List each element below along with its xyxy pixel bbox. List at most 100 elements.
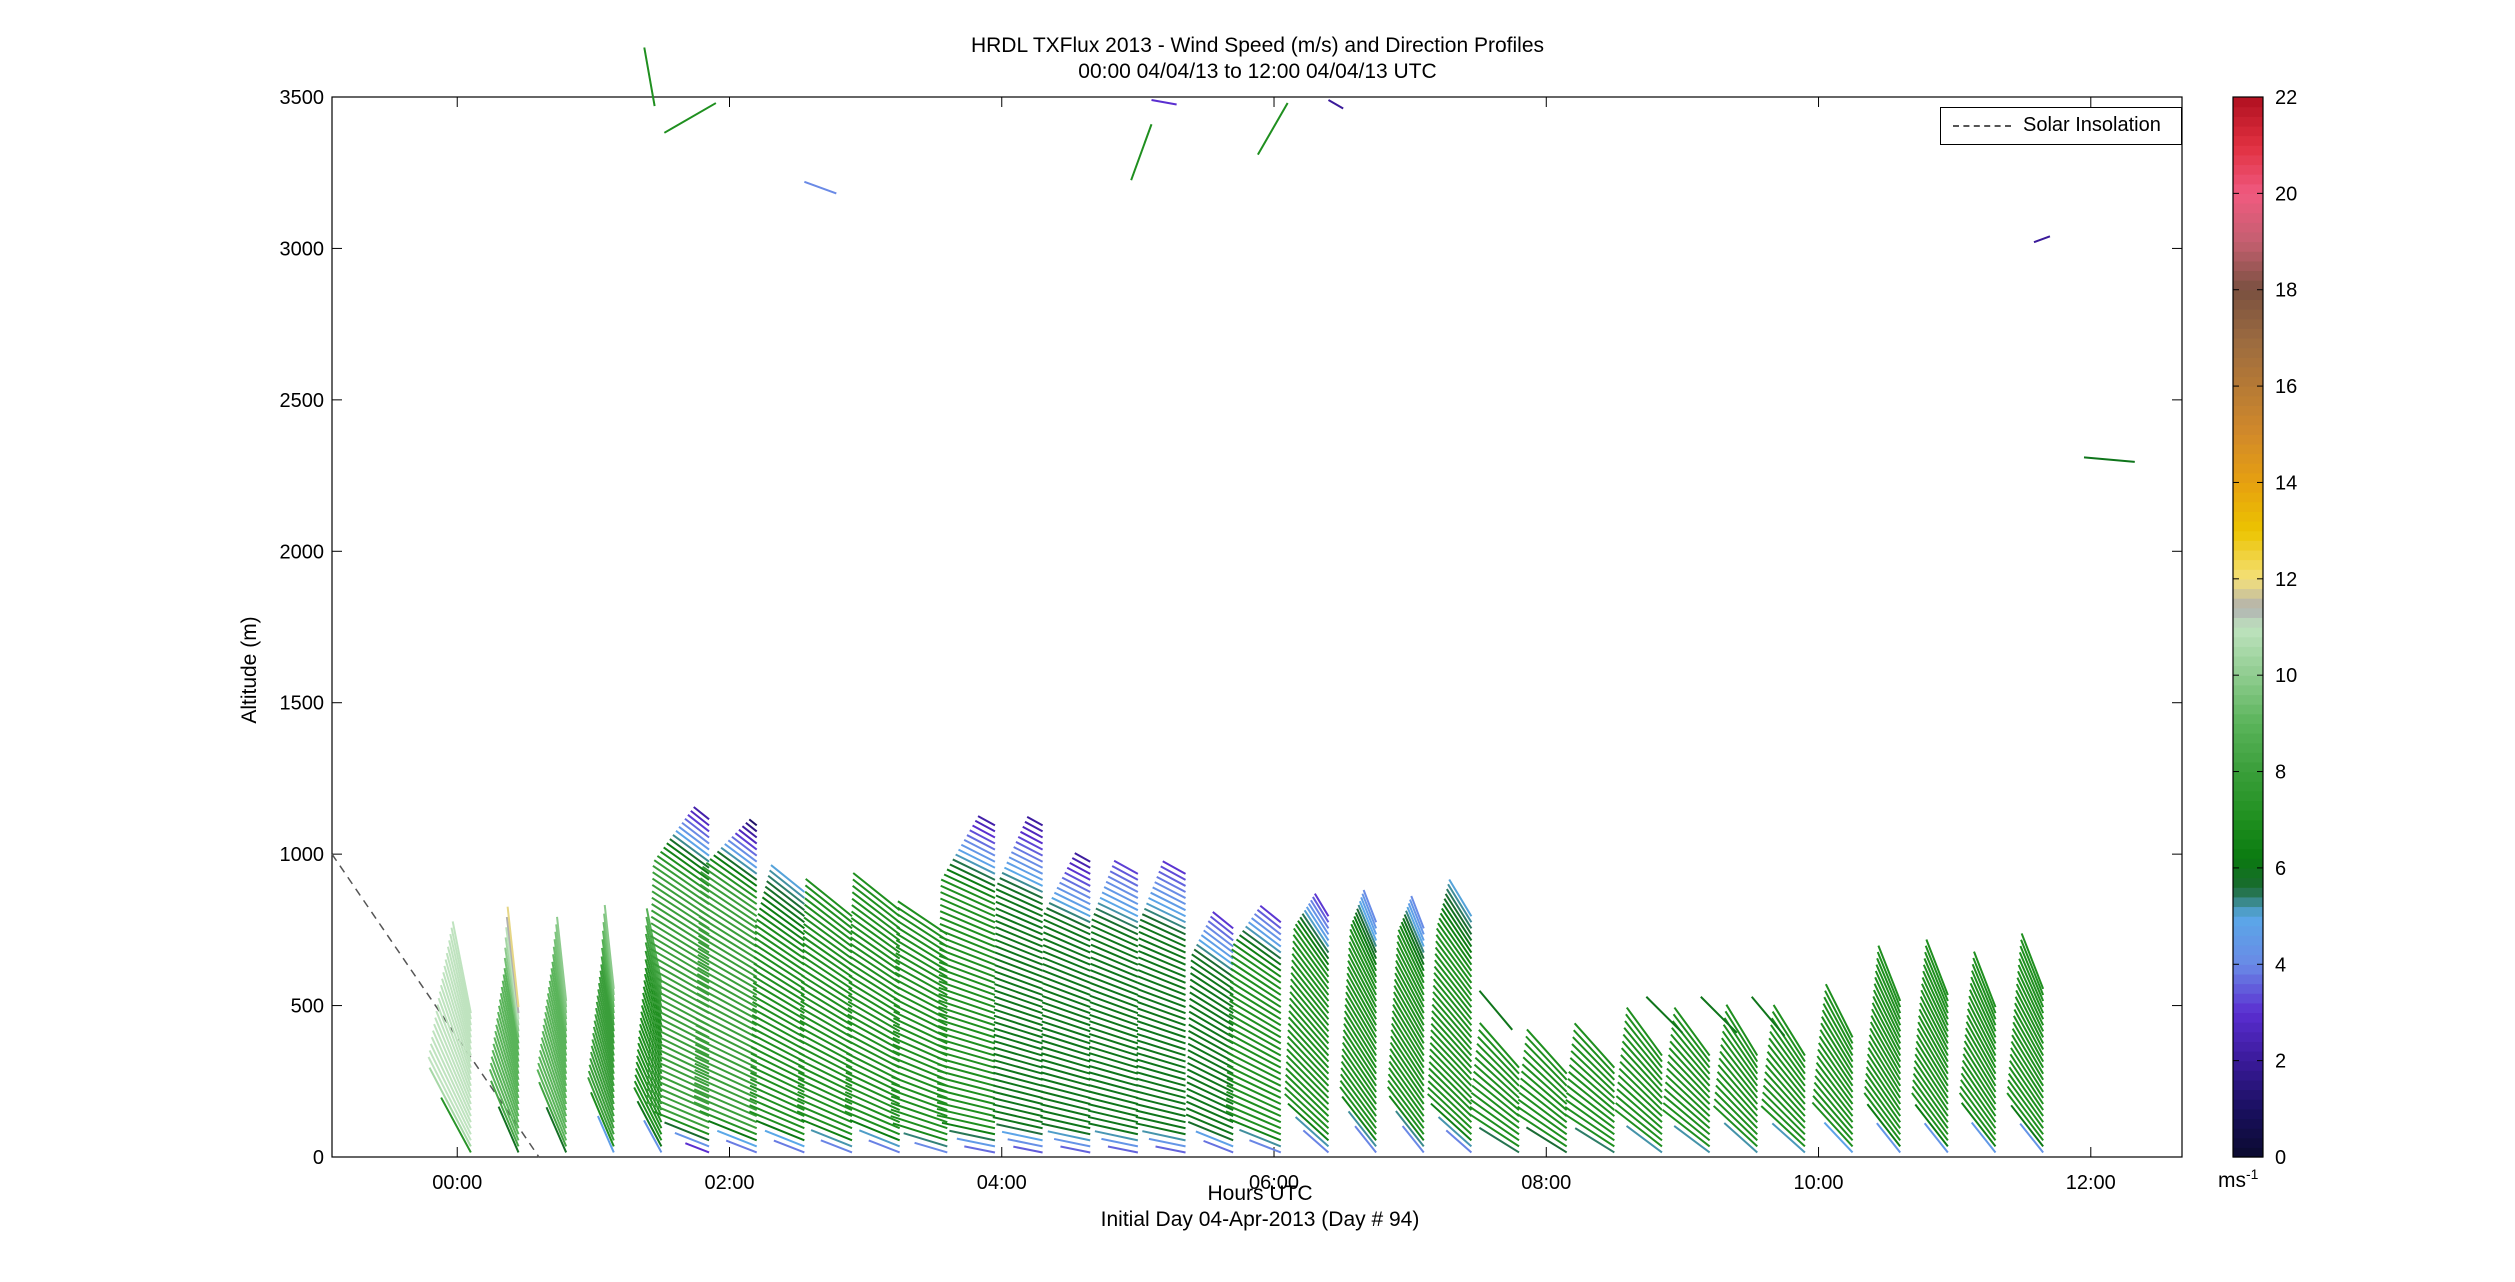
wind-vector xyxy=(993,1027,1043,1045)
wind-vector xyxy=(1763,1078,1806,1123)
wind-vector xyxy=(1141,913,1186,936)
wind-vector xyxy=(1090,943,1139,966)
wind-vector xyxy=(653,1110,710,1136)
colorbar-segment xyxy=(2233,752,2263,763)
wind-vector xyxy=(751,1026,805,1057)
colorbar-segment xyxy=(2233,800,2263,811)
wind-vector xyxy=(696,992,758,1027)
wind-vector xyxy=(1925,939,1949,996)
wind-vector xyxy=(1088,1090,1139,1105)
wind-vector xyxy=(1091,918,1139,942)
wind-vector xyxy=(684,1142,710,1154)
wind-vector xyxy=(705,861,758,899)
colorbar-segment xyxy=(2233,598,2263,609)
wind-vector xyxy=(801,961,853,996)
wind-vector xyxy=(994,945,1043,966)
wind-vector xyxy=(1615,1102,1663,1142)
colorbar-segment xyxy=(2233,733,2263,744)
y-tick-label: 2500 xyxy=(280,390,325,412)
colorbar-segment xyxy=(2233,453,2263,464)
wind-vector xyxy=(849,1119,901,1142)
wind-vector xyxy=(598,976,615,1044)
wind-vector xyxy=(937,1076,996,1093)
wind-vector xyxy=(597,1115,615,1153)
wind-vector xyxy=(1388,1067,1425,1117)
wind-vector xyxy=(647,1030,710,1063)
wind-vector xyxy=(659,850,710,887)
wind-vector xyxy=(1293,927,1330,978)
wind-vector xyxy=(1868,1034,1902,1087)
wind-vector xyxy=(698,922,758,960)
wind-vector xyxy=(1965,1021,1997,1075)
wind-vector xyxy=(1475,1049,1520,1093)
wind-vector xyxy=(1664,1081,1711,1123)
wind-vector xyxy=(937,1063,996,1081)
wind-vector xyxy=(1230,974,1282,1008)
wind-vector xyxy=(1148,1137,1186,1148)
wind-vector xyxy=(748,818,758,827)
wind-vector xyxy=(1040,1084,1091,1099)
wind-vector xyxy=(1026,815,1044,827)
wind-vector xyxy=(2017,964,2045,1020)
wind-vector xyxy=(1089,1033,1139,1051)
wind-vector xyxy=(1620,1047,1663,1093)
wind-vector xyxy=(1291,946,1330,996)
wind-vector xyxy=(1013,1145,1043,1154)
wind-vector xyxy=(428,1067,472,1147)
y-tick-label: 1000 xyxy=(280,844,325,866)
colorbar-segment xyxy=(2233,549,2263,561)
wind-vector xyxy=(761,896,805,930)
wind-vector xyxy=(713,854,758,887)
wind-vector xyxy=(1188,1029,1234,1057)
wind-vector xyxy=(1053,1137,1091,1148)
wind-vector xyxy=(1339,1086,1377,1135)
wind-vector xyxy=(1389,1041,1425,1093)
wind-vector xyxy=(594,1014,615,1081)
wind-vector xyxy=(1041,1122,1091,1136)
wind-vector xyxy=(1392,997,1425,1050)
wind-vector xyxy=(1432,991,1473,1039)
wind-vector xyxy=(803,910,853,948)
wind-vector xyxy=(731,835,758,857)
wind-vector xyxy=(820,1139,853,1154)
wind-vector xyxy=(1971,970,1997,1026)
wind-vector xyxy=(992,1116,1043,1130)
wind-vector xyxy=(591,1039,615,1105)
wind-vector xyxy=(1958,1092,1997,1141)
colorbar-segment xyxy=(2233,723,2263,734)
wind-vector xyxy=(938,999,996,1021)
wind-vector xyxy=(1302,1129,1330,1154)
wind-vector xyxy=(1155,1145,1186,1154)
wind-vector xyxy=(448,940,472,1032)
wind-vector xyxy=(1089,994,1139,1015)
wind-vector xyxy=(1669,1040,1711,1087)
wind-vector xyxy=(766,880,805,911)
wind-vector xyxy=(896,932,948,966)
colorbar-segment xyxy=(2233,106,2263,117)
colorbar-segment xyxy=(2233,116,2263,127)
wind-vector xyxy=(749,1091,805,1118)
wind-vector xyxy=(994,957,1043,978)
colorbar-segment xyxy=(2233,260,2263,272)
wind-vector xyxy=(1041,1045,1091,1063)
wind-vector xyxy=(1876,951,1902,1008)
wind-vector xyxy=(1923,1122,1949,1154)
wind-vector xyxy=(914,1141,948,1154)
wind-vector xyxy=(1403,914,1425,960)
wind-vector xyxy=(2011,1028,2045,1081)
wind-vector xyxy=(1387,1073,1425,1123)
wind-vector xyxy=(643,1119,663,1153)
wind-vector xyxy=(2020,933,2045,990)
wind-vector xyxy=(895,939,948,972)
wind-vector xyxy=(1299,916,1330,960)
wind-vector xyxy=(700,870,758,911)
wind-vector xyxy=(1259,904,1282,924)
wind-vector xyxy=(1921,983,1949,1038)
wind-vector xyxy=(895,945,948,978)
wind-vector xyxy=(1242,929,1282,960)
wind-vector xyxy=(702,865,758,905)
wind-vector xyxy=(1523,1049,1568,1093)
wind-vector xyxy=(1303,909,1330,948)
wind-vector xyxy=(995,894,1044,918)
wind-vector xyxy=(849,949,901,984)
